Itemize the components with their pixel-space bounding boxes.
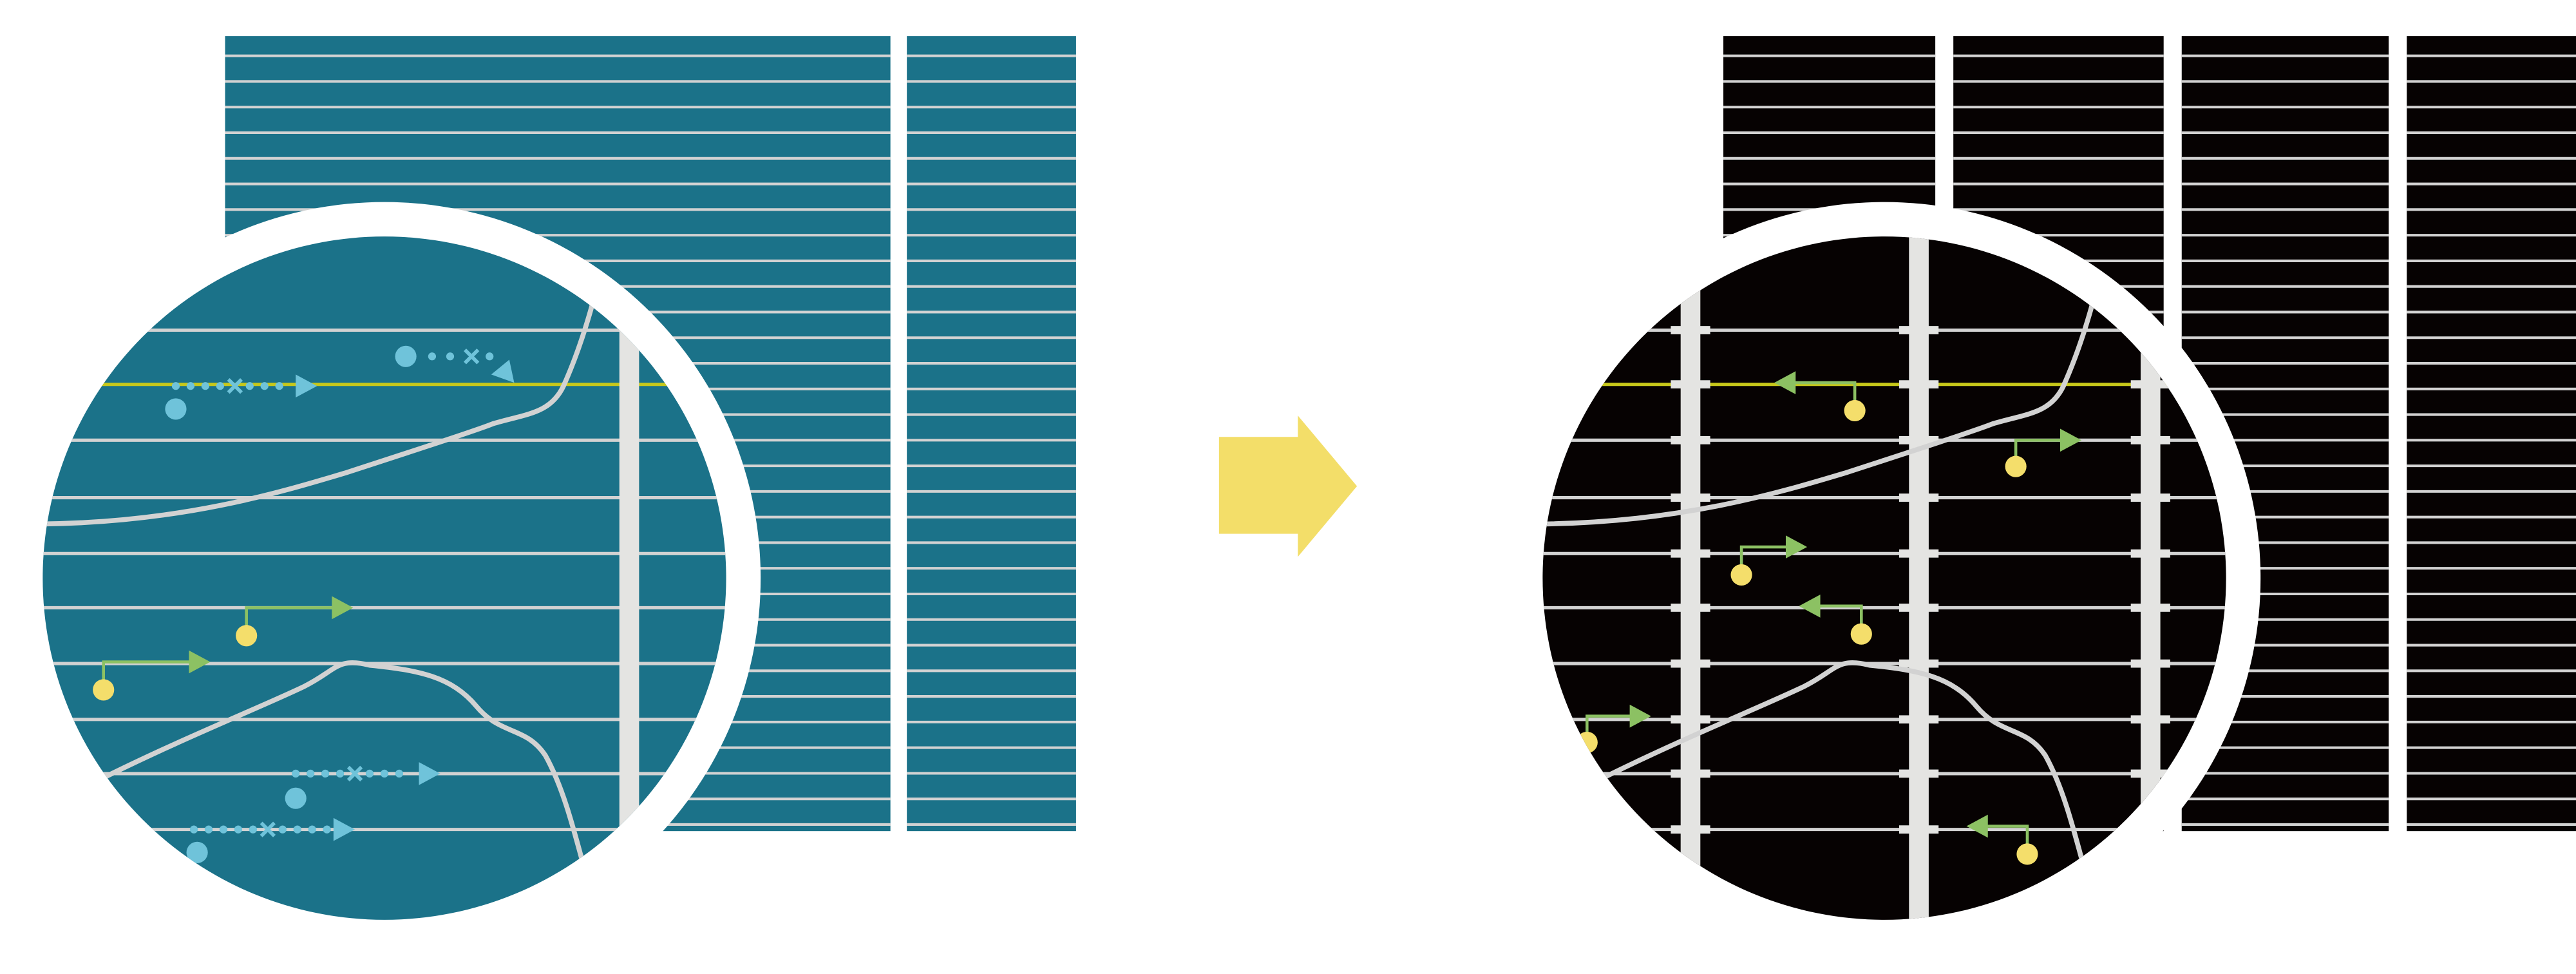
curve-line	[1597, 660, 2087, 872]
bar-tick	[1671, 604, 1710, 612]
arrowhead-icon	[332, 596, 354, 620]
trail-dot	[428, 352, 437, 361]
trail-dot	[234, 825, 243, 834]
vertical-bar	[619, 236, 639, 920]
arrowhead-icon	[1774, 371, 1796, 394]
yellow-dot	[1850, 623, 1872, 645]
curve-line	[1542, 294, 2098, 527]
trail-dot	[204, 825, 213, 834]
bar-tick	[1899, 715, 1939, 724]
bar-tick	[1899, 493, 1939, 502]
before-magnifier-circle	[8, 202, 761, 955]
trail-dot	[365, 769, 374, 778]
bar-tick	[1671, 715, 1710, 724]
trail-dot	[245, 382, 254, 390]
trail-dot	[308, 825, 316, 834]
arrowhead-icon	[1799, 595, 1821, 618]
grid-column	[2407, 36, 2576, 832]
particle-dot	[395, 345, 417, 367]
arrowhead-icon	[1966, 814, 1988, 838]
curve-line	[43, 294, 598, 527]
yellow-dot	[236, 625, 258, 647]
bar-tick	[2130, 604, 2170, 612]
arrowhead-icon	[296, 374, 317, 398]
bar-tick	[1671, 326, 1710, 334]
trail-dot	[216, 382, 224, 390]
bar-tick	[1899, 604, 1939, 612]
trail-dot	[323, 825, 331, 834]
bar-tick	[2130, 715, 2170, 724]
bar-tick	[1671, 549, 1710, 558]
magnifier-background	[1542, 236, 2226, 920]
yellow-dot	[1844, 399, 1866, 422]
trail-dot	[275, 382, 283, 390]
bar-tick	[2130, 659, 2170, 668]
particle-dot	[165, 398, 187, 420]
trail-dot	[278, 825, 287, 834]
arrowhead-icon	[1785, 535, 1808, 559]
yellow-dot	[2016, 843, 2038, 865]
after-magnifier-circle	[1508, 202, 2261, 955]
bar-tick	[1671, 769, 1710, 778]
bar-tick	[1671, 435, 1710, 444]
bar-tick	[1671, 825, 1710, 834]
arrowhead-icon	[333, 817, 355, 841]
x-mark-icon	[260, 821, 276, 837]
trail-dot	[292, 769, 300, 778]
bar-tick	[2130, 549, 2170, 558]
trail-dot	[219, 825, 228, 834]
trail-dot	[395, 769, 404, 778]
x-mark-icon	[227, 378, 243, 394]
magnifier-content	[1542, 236, 2226, 920]
bar-tick	[1671, 493, 1710, 502]
bar-tick	[1671, 380, 1710, 389]
bar-tick	[2130, 769, 2170, 778]
bar-tick	[1899, 659, 1939, 668]
bar-tick	[1899, 326, 1939, 334]
vertical-bar	[1909, 236, 1929, 920]
arrowhead-icon	[491, 359, 515, 383]
trail-dot	[336, 769, 345, 778]
arrowhead-icon	[2060, 428, 2082, 452]
curve-line	[97, 660, 587, 872]
bar-tick	[2130, 380, 2170, 389]
trail-dot	[380, 769, 389, 778]
trail-dot	[249, 825, 257, 834]
trail-dot	[293, 825, 301, 834]
trail-dot	[189, 825, 198, 834]
x-mark-icon	[463, 349, 480, 365]
vertical-bar	[1680, 236, 1701, 920]
trail-dot	[186, 382, 195, 390]
bar-tick	[1899, 380, 1939, 389]
bar-tick	[1899, 769, 1939, 778]
trail-dot	[446, 352, 455, 361]
bar-tick	[1899, 435, 1939, 444]
yellow-dot	[1730, 564, 1752, 586]
bar-tick	[1671, 659, 1710, 668]
yellow-dot	[93, 679, 115, 701]
arrowhead-icon	[1629, 704, 1651, 728]
bar-tick	[2130, 493, 2170, 502]
trail-dot	[171, 382, 180, 390]
particle-dot	[186, 841, 208, 863]
yellow-dot	[2005, 455, 2027, 477]
bar-tick	[1899, 825, 1939, 834]
particle-dot	[285, 787, 307, 809]
trail-dot	[201, 382, 209, 390]
arrowhead-icon	[189, 650, 211, 674]
arrowhead-icon	[419, 762, 440, 785]
magnifier-content	[43, 236, 726, 920]
right-arrow-icon	[1218, 415, 1358, 557]
trail-dot	[486, 352, 494, 361]
bar-tick	[2130, 435, 2170, 444]
magnifier-background	[43, 236, 726, 920]
trail-dot	[307, 769, 315, 778]
trail-dot	[321, 769, 330, 778]
grid-column	[907, 36, 1076, 832]
x-mark-icon	[346, 765, 363, 782]
bar-tick	[1899, 549, 1939, 558]
trail-dot	[260, 382, 269, 390]
